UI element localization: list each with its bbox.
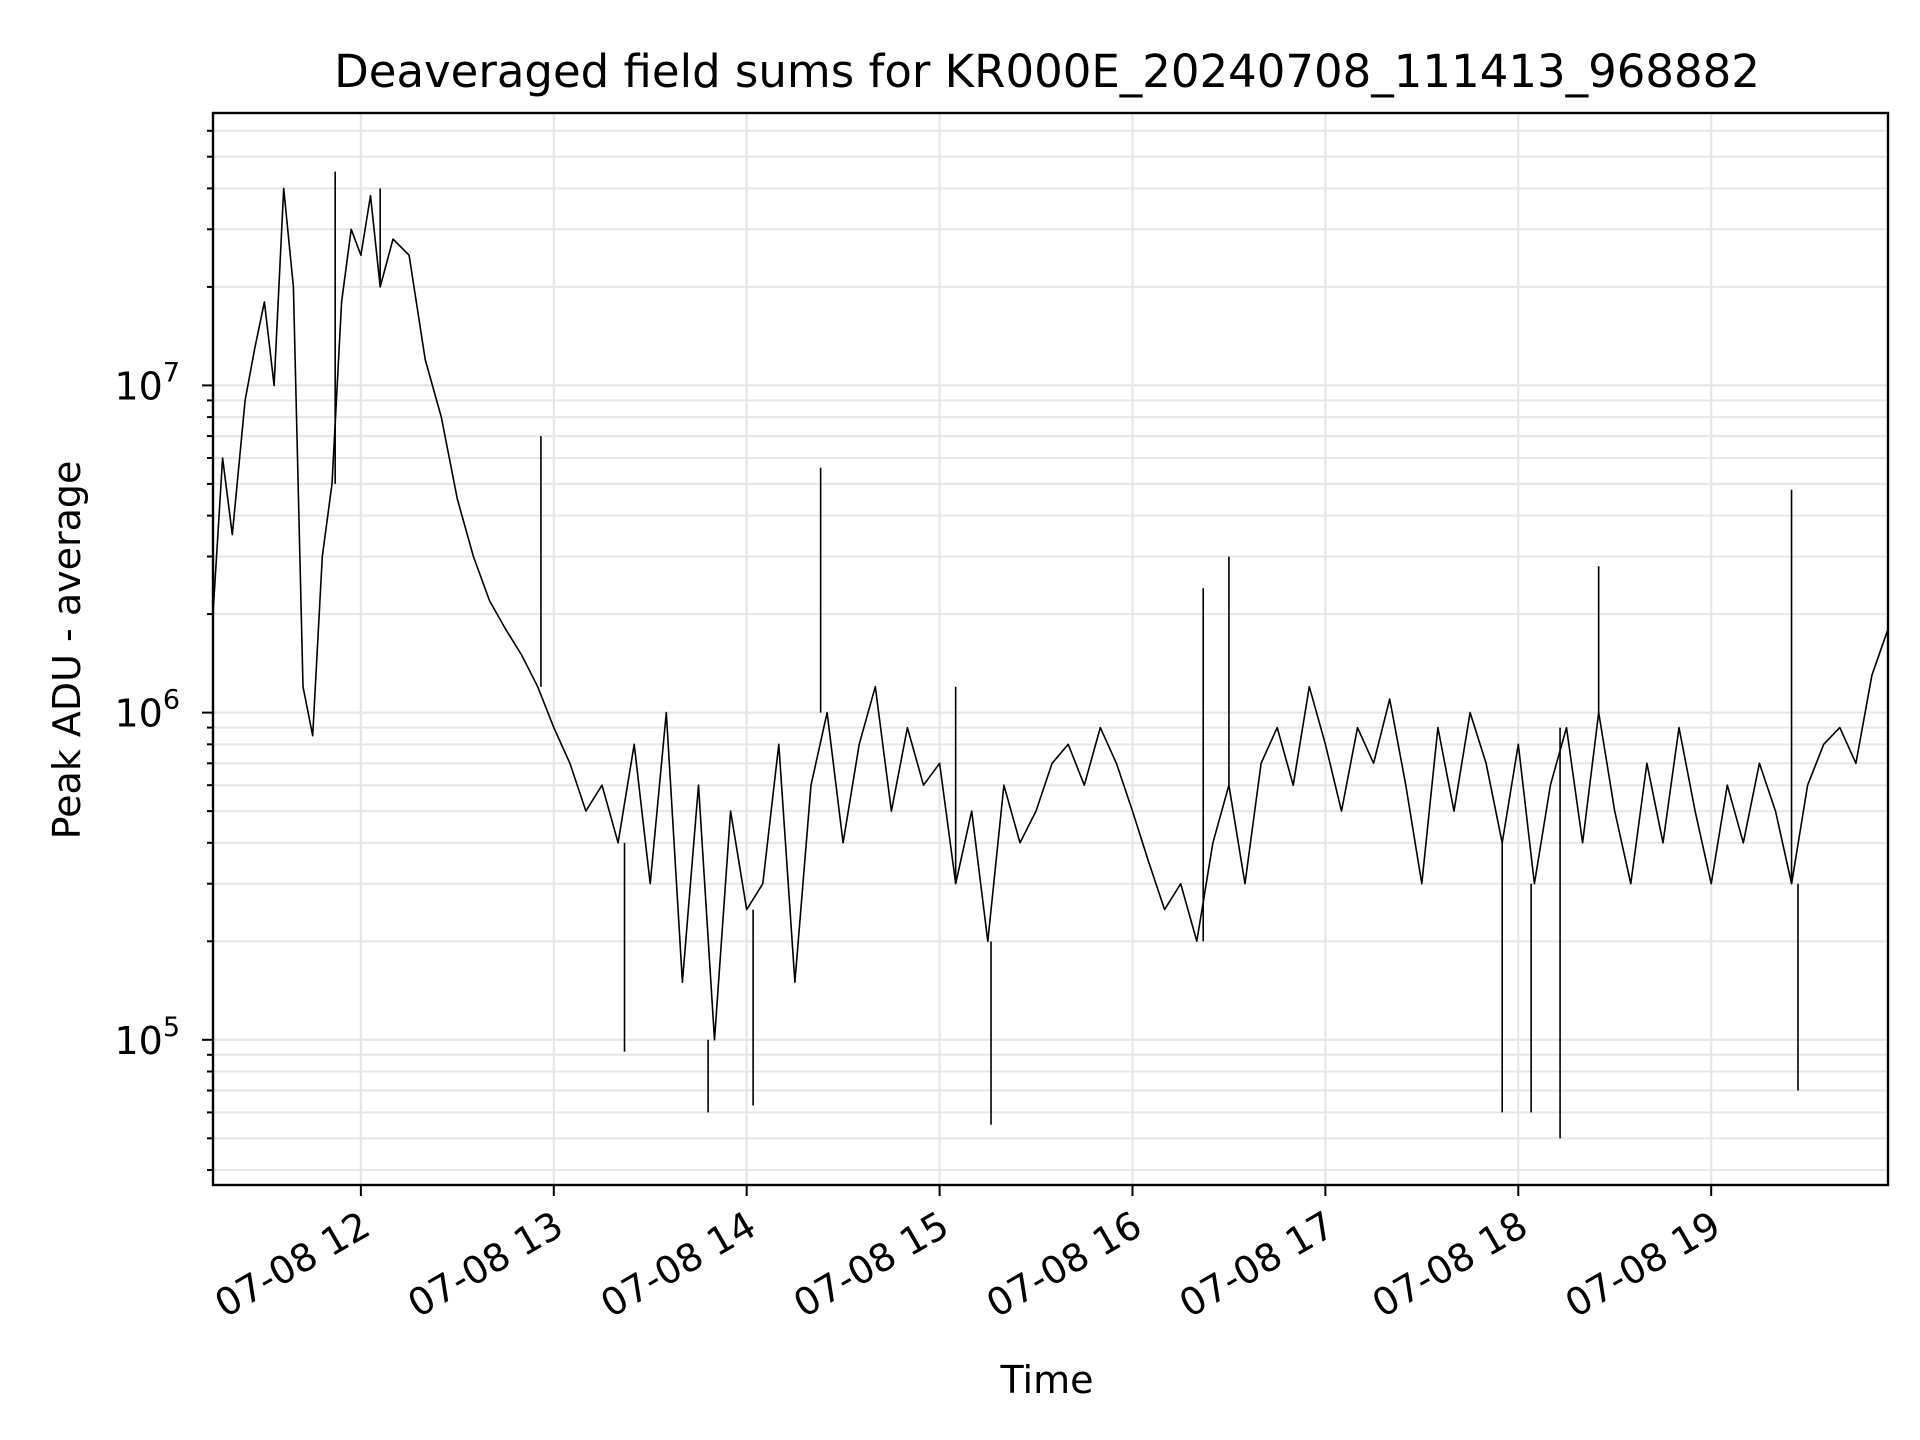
y-axis: 105 106 107: [114, 129, 213, 1172]
y-tick-label: 105: [114, 1012, 180, 1063]
series-layer: [212, 171, 1889, 1139]
y-tick-label: 107: [114, 357, 180, 408]
plot-frame: [211, 111, 1890, 1187]
y-axis-label: Peak ADU - average: [45, 461, 89, 840]
chart-title: Deaveraged field sums for KR000E_2024070…: [334, 45, 1760, 98]
y-tick-label: 106: [114, 685, 180, 736]
grid: [213, 113, 1888, 1185]
series-line: [212, 187, 1889, 1041]
x-axis-label: Time: [1000, 1358, 1094, 1402]
